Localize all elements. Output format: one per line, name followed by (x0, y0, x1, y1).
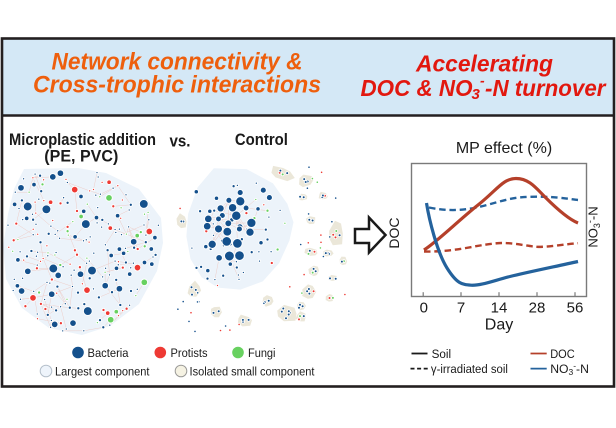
svg-text:Bacteria: Bacteria (88, 346, 129, 360)
svg-text:Network connectivity &: Network connectivity & (52, 49, 303, 76)
svg-text:56: 56 (567, 300, 584, 317)
svg-text:Fungi: Fungi (248, 346, 276, 360)
svg-text:Control: Control (235, 131, 288, 149)
svg-text:DOC: DOC (386, 217, 402, 248)
svg-text:28: 28 (529, 300, 546, 317)
svg-text:Isolated small component: Isolated small component (190, 364, 316, 378)
svg-text:NO3--N: NO3--N (550, 361, 589, 378)
svg-text:NO3--N: NO3--N (585, 206, 602, 247)
svg-text:-: - (480, 73, 485, 89)
svg-text:Protists: Protists (171, 346, 208, 360)
svg-text:γ-irradiated soil: γ-irradiated soil (431, 362, 508, 376)
svg-text:Cross-trophic interactions: Cross-trophic interactions (33, 72, 321, 99)
svg-text:14: 14 (491, 300, 508, 317)
svg-text:0: 0 (420, 300, 428, 317)
svg-text:Soil: Soil (432, 347, 452, 361)
svg-text:DOC: DOC (550, 347, 575, 361)
svg-text:3: 3 (472, 86, 481, 103)
svg-text:7: 7 (457, 300, 465, 317)
svg-text:Microplastic addition: Microplastic addition (9, 131, 156, 149)
svg-text:vs.: vs. (170, 133, 191, 151)
svg-text:DOC & NO: DOC & NO (361, 75, 473, 101)
svg-text:(PE, PVC): (PE, PVC) (44, 147, 118, 165)
svg-text:Accelerating: Accelerating (415, 50, 553, 76)
svg-text:MP effect (%): MP effect (%) (456, 140, 552, 157)
svg-text:-N turnover: -N turnover (485, 75, 607, 101)
svg-text:Largest component: Largest component (55, 364, 150, 378)
svg-text:Day: Day (485, 317, 513, 334)
